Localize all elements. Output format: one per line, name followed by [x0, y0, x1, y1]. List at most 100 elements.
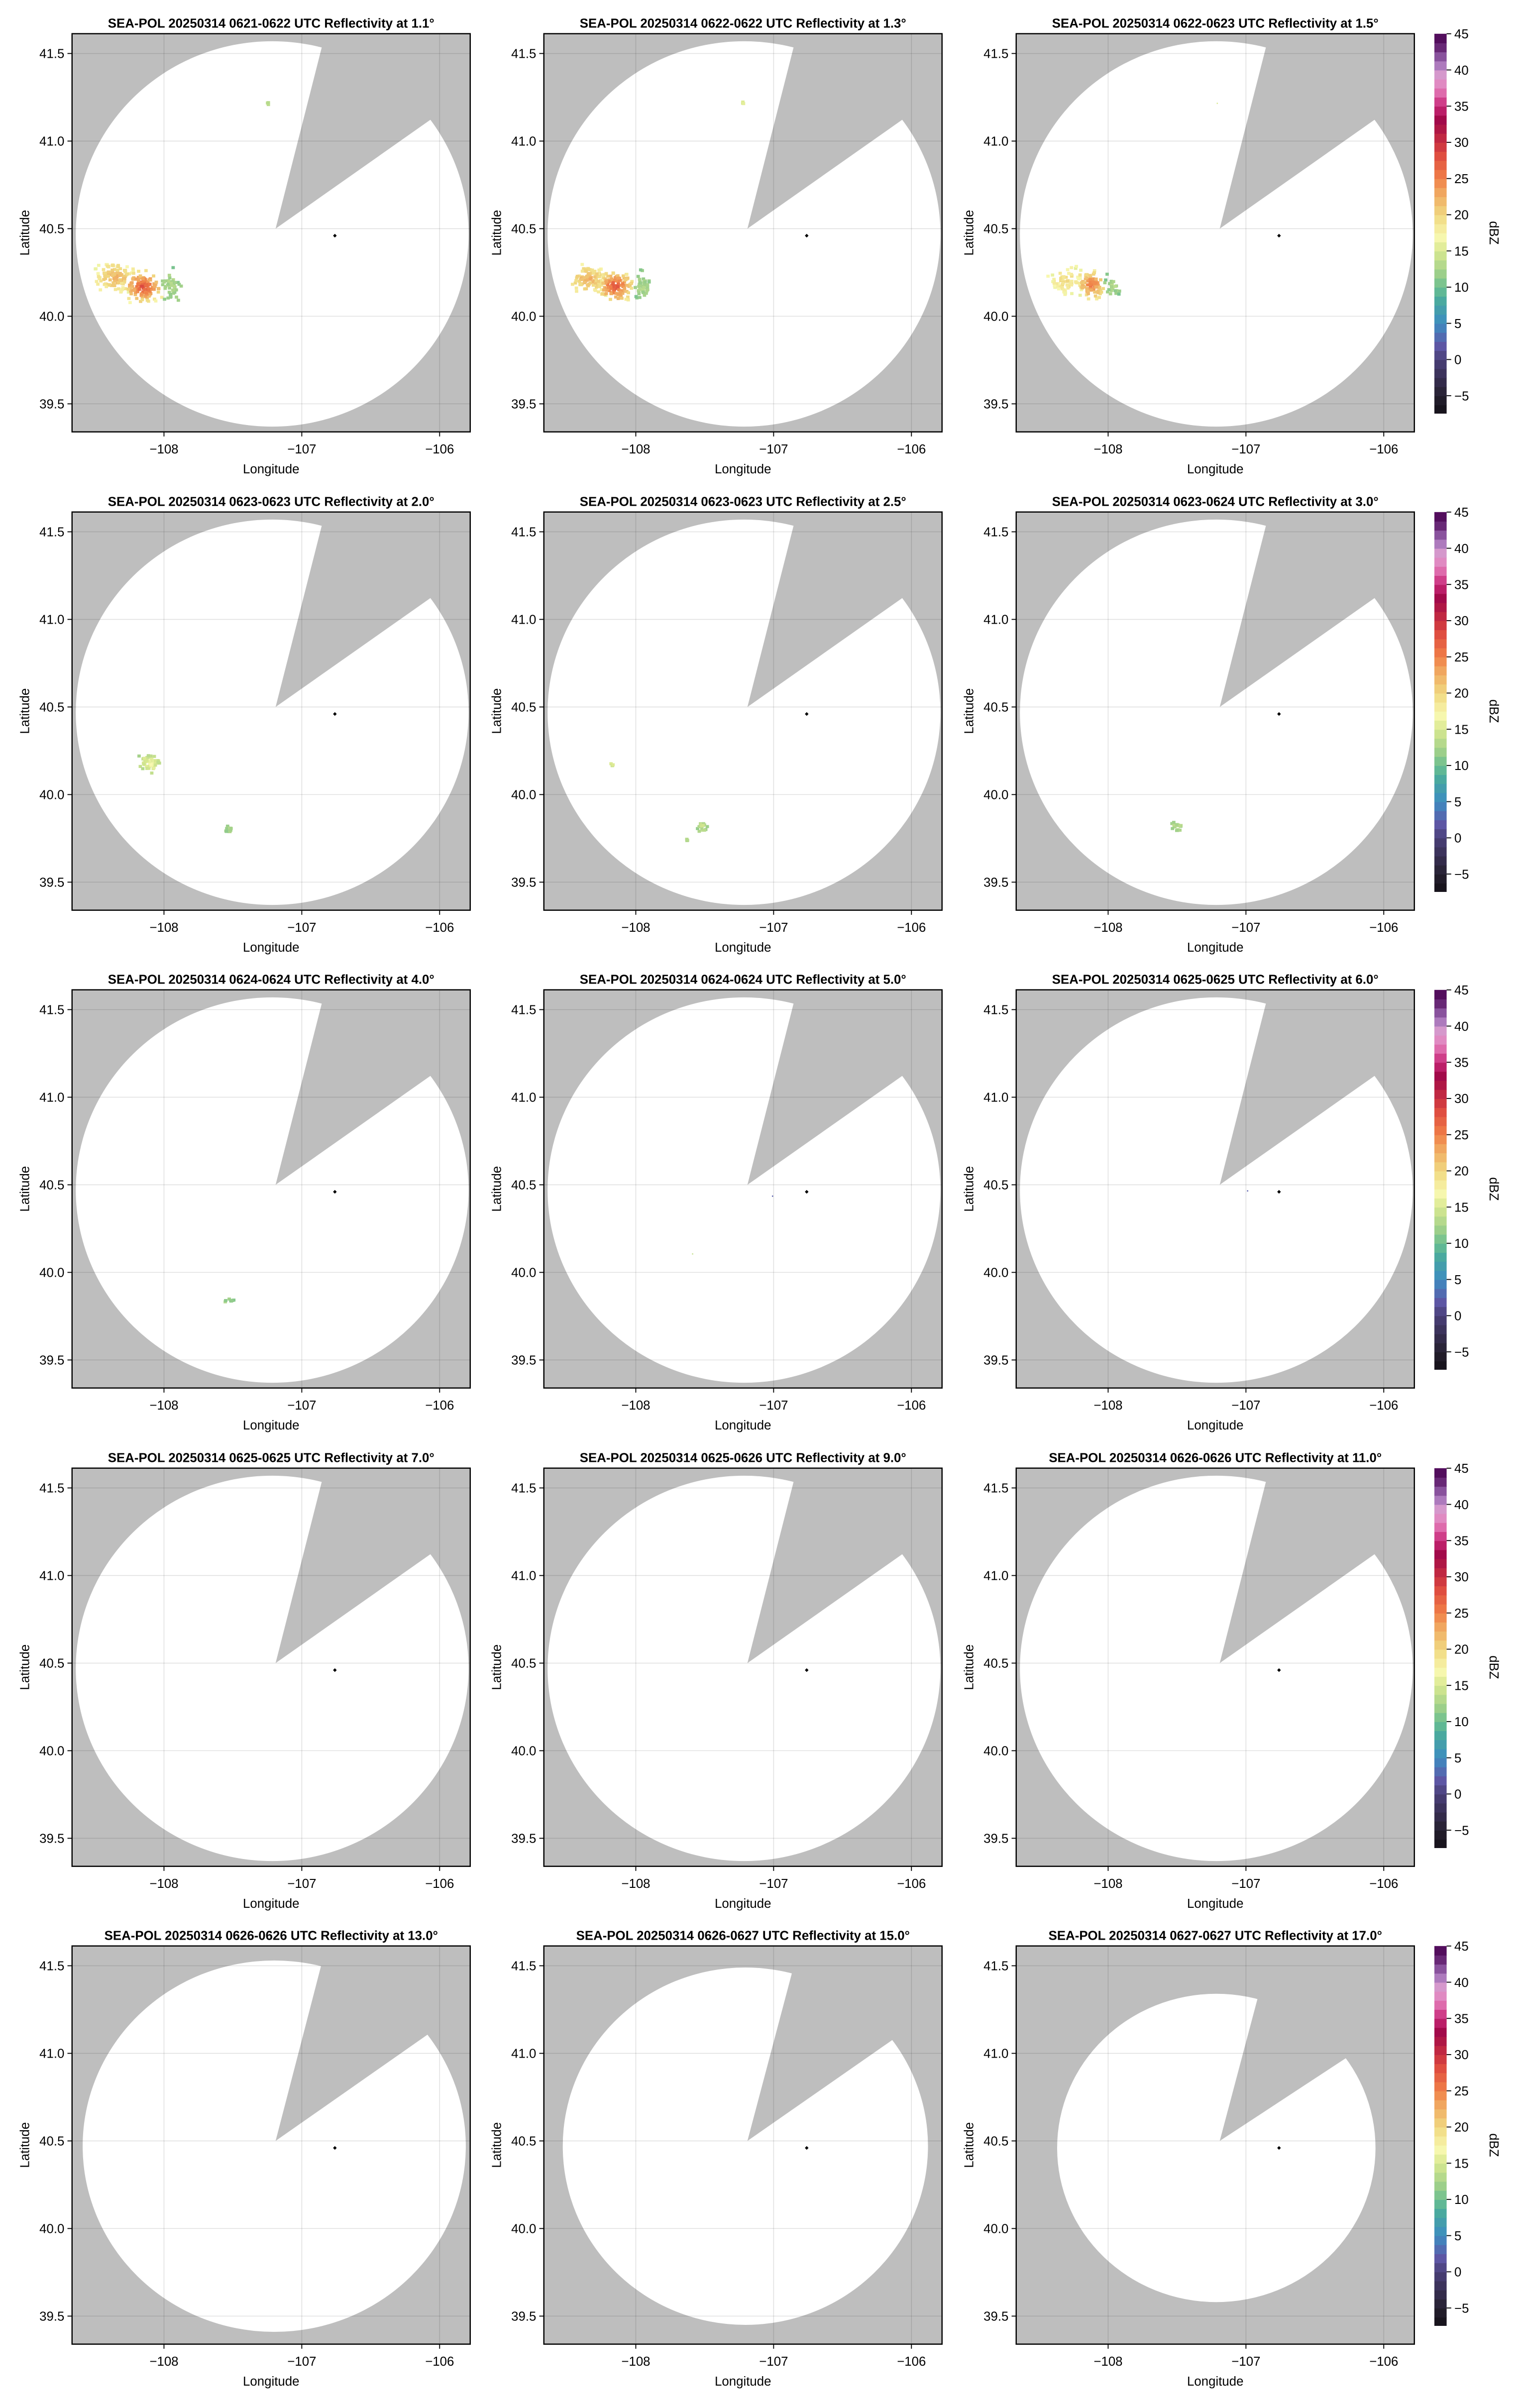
reflectivity-echo	[137, 288, 141, 291]
reflectivity-echo	[1089, 288, 1093, 292]
reflectivity-echo	[608, 278, 612, 282]
reflectivity-echo	[1093, 294, 1097, 298]
reflectivity-echo	[602, 273, 606, 276]
radar-panel: −108 −107 −106 39.5 40.0 40.5 41.0 41.5 SEA-POL …	[0, 956, 472, 1434]
colorbar-level	[1434, 368, 1447, 378]
reflectivity-echo	[1052, 278, 1056, 281]
colorbar-level	[1434, 1622, 1447, 1632]
colorbar-tick-label: 30	[1454, 1092, 1469, 1106]
colorbar-level	[1434, 720, 1447, 730]
x-axis-label: Longitude	[243, 2375, 299, 2389]
x-axis-label: Longitude	[243, 462, 299, 476]
reflectivity-echo	[120, 273, 123, 276]
reflectivity-echo	[646, 283, 650, 287]
colorbar-level	[1434, 359, 1447, 369]
colorbar-level	[1434, 1125, 1447, 1135]
reflectivity-echo	[1053, 284, 1057, 288]
x-tick-label: −106	[897, 1877, 926, 1891]
panel-plot: −108 −107 −106 39.5 40.0 40.5 41.0 41.5 SEA-POL …	[963, 973, 1415, 1432]
y-axis-label: Latitude	[963, 688, 976, 734]
colorbar-tick-label: 35	[1454, 1056, 1469, 1070]
reflectivity-echo	[230, 1299, 234, 1303]
reflectivity-echo	[174, 288, 178, 292]
colorbar-level	[1434, 1053, 1447, 1063]
reflectivity-echo	[147, 765, 151, 768]
reflectivity-echo	[97, 264, 101, 267]
y-tick-label: 40.0	[511, 1266, 536, 1280]
reflectivity-echo	[1106, 290, 1109, 294]
y-tick-label: 39.5	[39, 2310, 64, 2324]
reflectivity-echo	[577, 280, 581, 283]
reflectivity-echo	[139, 300, 142, 303]
colorbar-level	[1434, 2073, 1447, 2082]
reflectivity-echo	[1081, 283, 1084, 286]
colorbar-tick-label: −5	[1454, 1345, 1469, 1359]
colorbar-level	[1434, 819, 1447, 830]
reflectivity-echo	[602, 288, 606, 292]
colorbar-level	[1434, 530, 1447, 540]
colorbar-level	[1434, 52, 1447, 62]
reflectivity-echo	[624, 298, 628, 301]
colorbar-label: dBZ	[1487, 699, 1501, 723]
reflectivity-echo	[157, 287, 161, 290]
x-tick-label: −108	[149, 1877, 178, 1891]
colorbar-level	[1434, 738, 1447, 748]
colorbar-level	[1434, 1775, 1447, 1786]
reflectivity-echo	[645, 292, 648, 295]
reflectivity-echo	[1078, 277, 1082, 280]
reflectivity-echo	[94, 267, 98, 271]
panel-plot: −108 −107 −106 39.5 40.0 40.5 41.0 41.5 SEA-POL …	[18, 1451, 471, 1911]
colorbar-level	[1434, 2027, 1447, 2037]
reflectivity-echo	[132, 271, 135, 275]
y-tick-label: 41.0	[39, 2047, 64, 2061]
x-axis-label: Longitude	[715, 462, 771, 476]
panel-title: SEA-POL 20250314 0623-0623 UTC Reflectiv…	[580, 495, 906, 509]
reflectivity-echo	[1088, 275, 1092, 279]
colorbar-tick-label: 30	[1454, 136, 1469, 150]
colorbar-level	[1434, 323, 1447, 333]
reflectivity-echo	[604, 280, 608, 284]
reflectivity-echo	[609, 274, 613, 278]
colorbar-level	[1434, 1089, 1447, 1099]
colorbar-level	[1434, 396, 1447, 406]
colorbar-level	[1434, 88, 1447, 98]
colorbar-level	[1434, 611, 1447, 621]
reflectivity-echo	[580, 263, 584, 266]
colorbar-level	[1434, 1008, 1447, 1018]
axes-frame	[1015, 1945, 1415, 2345]
beam-blockage-wedge	[1219, 33, 1414, 229]
colorbar-tick-label: −5	[1454, 389, 1469, 403]
panel-plot: −108 −107 −106 39.5 40.0 40.5 41.0 41.5 SEA-POL …	[490, 16, 943, 476]
reflectivity-echo	[574, 286, 578, 290]
x-tick-label: −108	[1093, 1399, 1122, 1413]
y-axis-label: Latitude	[963, 1166, 976, 1212]
reflectivity-echo	[1095, 297, 1098, 301]
reflectivity-echo	[595, 285, 598, 289]
y-tick-label: 39.5	[511, 1354, 536, 1368]
y-axis-label: Latitude	[963, 1644, 976, 1690]
colorbar-level	[1434, 829, 1447, 839]
reflectivity-echo	[617, 276, 621, 280]
y-tick-label: 41.0	[511, 613, 536, 627]
reflectivity-echo	[577, 274, 581, 278]
reflectivity-echo	[224, 1299, 227, 1303]
reflectivity-echo	[1074, 267, 1078, 270]
y-axis-label: Latitude	[963, 210, 976, 256]
colorbar-tick-label: 25	[1454, 651, 1469, 664]
x-axis-label: Longitude	[1187, 2375, 1243, 2389]
reflectivity-echo	[169, 292, 172, 296]
reflectivity-echo	[168, 286, 172, 290]
y-tick-label: 40.0	[39, 2222, 64, 2236]
reflectivity-echo	[135, 297, 139, 300]
reflectivity-echo	[1094, 280, 1098, 283]
reflectivity-echo	[1097, 286, 1101, 289]
reflectivity-echo	[598, 275, 601, 279]
colorbar-level	[1434, 1486, 1447, 1496]
colorbar-tick-label: 0	[1454, 1788, 1461, 1802]
reflectivity-echo	[588, 277, 592, 280]
colorbar-level	[1434, 1098, 1447, 1108]
radar-panel: −108 −107 −106 39.5 40.0 40.5 41.0 41.5 SEA-POL …	[944, 1912, 1416, 2390]
reflectivity-echo	[742, 102, 746, 106]
